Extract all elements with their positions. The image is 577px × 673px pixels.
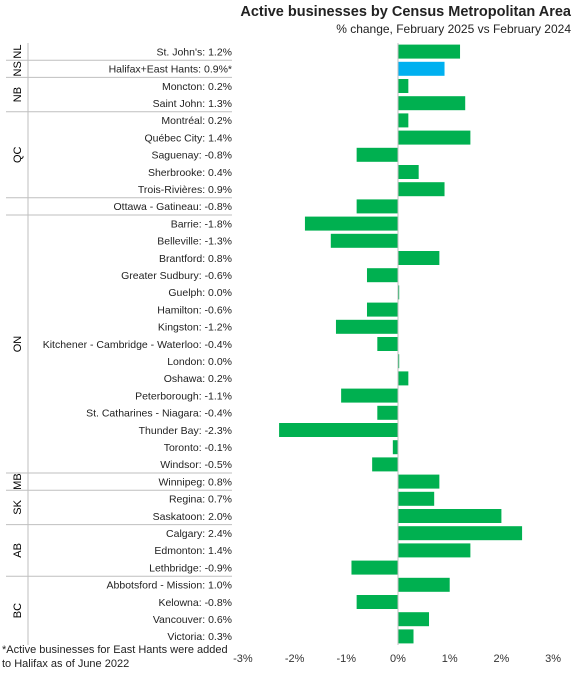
category-label: Kingston: -1.2% bbox=[158, 322, 232, 334]
bar bbox=[392, 440, 398, 455]
category-label: Toronto: -0.1% bbox=[164, 442, 232, 454]
x-tick-label: -2% bbox=[285, 653, 305, 665]
category-label: Greater Sudbury: -0.6% bbox=[121, 270, 232, 282]
category-label: Winnipeg: 0.8% bbox=[158, 476, 232, 488]
category-label: Saint John: 1.3% bbox=[153, 98, 232, 110]
category-label: Windsor: -0.5% bbox=[160, 459, 232, 471]
bar bbox=[398, 526, 523, 541]
bar bbox=[398, 612, 430, 627]
category-label: Victoria: 0.3% bbox=[167, 631, 232, 643]
x-tick-label: 2% bbox=[493, 653, 509, 665]
category-label: Lethbridge: -0.9% bbox=[149, 562, 232, 574]
bar bbox=[398, 491, 435, 506]
group-label: MB bbox=[12, 473, 24, 490]
category-label: Peterborough: -1.1% bbox=[135, 390, 232, 402]
category-label: Oshawa: 0.2% bbox=[164, 373, 232, 385]
x-tick-label: -3% bbox=[233, 653, 253, 665]
category-label: Ottawa - Gatineau: -0.8% bbox=[114, 201, 232, 213]
x-tick-label: 1% bbox=[442, 653, 458, 665]
group-label: SK bbox=[12, 499, 24, 514]
bar bbox=[398, 371, 409, 386]
bar bbox=[304, 216, 398, 231]
footnote: *Active businesses for East Hants were a… bbox=[2, 644, 228, 670]
group-label: NS bbox=[12, 61, 24, 76]
bar bbox=[398, 354, 400, 369]
category-label: London: 0.0% bbox=[167, 356, 232, 368]
category-label: Guelph: 0.0% bbox=[168, 287, 232, 299]
bar bbox=[398, 130, 471, 145]
group-label: NL bbox=[12, 45, 24, 59]
bar bbox=[366, 268, 398, 283]
category-label: Belleville: -1.3% bbox=[157, 236, 232, 248]
category-label: St. John's: 1.2% bbox=[156, 46, 232, 58]
bar bbox=[398, 251, 440, 265]
x-tick-label: 0% bbox=[390, 653, 406, 665]
bar bbox=[356, 147, 398, 162]
bar bbox=[356, 199, 398, 214]
bar bbox=[398, 509, 502, 523]
chart-subtitle: % change, February 2025 vs February 2024 bbox=[336, 22, 571, 36]
bar bbox=[366, 302, 398, 317]
bar bbox=[351, 560, 398, 575]
bar bbox=[398, 577, 450, 592]
group-label: QC bbox=[12, 146, 24, 163]
bar bbox=[372, 457, 398, 472]
category-label: Abbotsford - Mission: 1.0% bbox=[107, 580, 232, 592]
bar bbox=[279, 423, 398, 437]
category-label: Sherbrooke: 0.4% bbox=[148, 167, 232, 179]
category-label: St. Catharines - Niagara: -0.4% bbox=[86, 408, 232, 420]
bar bbox=[356, 595, 398, 609]
category-label: Québec City: 1.4% bbox=[144, 132, 232, 144]
category-label: Regina: 0.7% bbox=[169, 494, 232, 506]
category-label: Edmonton: 1.4% bbox=[154, 545, 232, 557]
category-label: Halifax+East Hants: 0.9%* bbox=[109, 64, 232, 76]
category-label: Trois-Rivières: 0.9% bbox=[138, 184, 232, 196]
bar bbox=[398, 182, 445, 197]
category-label: Vancouver: 0.6% bbox=[153, 614, 232, 626]
category-label: Montréal: 0.2% bbox=[161, 115, 232, 127]
category-label: Barrie: -1.8% bbox=[171, 218, 232, 230]
bar bbox=[398, 543, 471, 558]
bar bbox=[398, 165, 419, 179]
x-tick-label: -1% bbox=[337, 653, 357, 665]
bar bbox=[330, 233, 398, 248]
bar bbox=[377, 337, 398, 351]
bar bbox=[398, 96, 466, 111]
category-label: Kitchener - Cambridge - Waterloo: -0.4% bbox=[43, 339, 232, 351]
bar bbox=[398, 61, 445, 76]
bar bbox=[377, 405, 398, 420]
group-label: ON bbox=[12, 336, 24, 353]
bar bbox=[335, 319, 398, 334]
x-tick-label: 3% bbox=[545, 653, 561, 665]
category-label: Brantford: 0.8% bbox=[159, 253, 232, 265]
category-label: Calgary: 2.4% bbox=[166, 528, 232, 540]
category-label: Hamilton: -0.6% bbox=[157, 304, 232, 316]
group-label: AB bbox=[12, 543, 24, 558]
bar bbox=[398, 113, 409, 128]
group-label: BC bbox=[12, 603, 24, 618]
bar bbox=[398, 629, 414, 644]
chart-title: Active businesses by Census Metropolitan… bbox=[240, 4, 571, 20]
bar bbox=[398, 285, 400, 300]
bar bbox=[398, 79, 409, 93]
group-label: NB bbox=[12, 87, 24, 102]
category-label: Saguenay: -0.8% bbox=[151, 150, 232, 162]
bar bbox=[398, 44, 461, 59]
bar bbox=[341, 388, 398, 403]
category-label: Thunder Bay: -2.3% bbox=[139, 425, 232, 437]
category-label: Moncton: 0.2% bbox=[162, 81, 232, 93]
category-label: Kelowna: -0.8% bbox=[158, 597, 232, 609]
bar bbox=[398, 474, 440, 489]
category-label: Saskatoon: 2.0% bbox=[153, 511, 232, 523]
